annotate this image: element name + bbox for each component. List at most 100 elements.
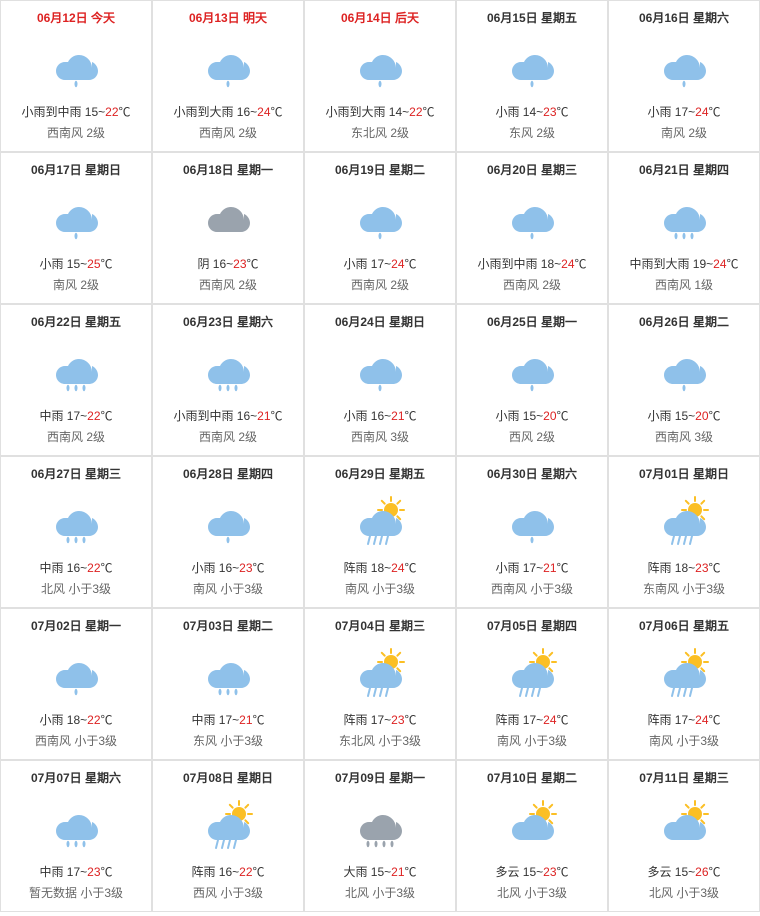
date: 06月28日	[183, 467, 234, 481]
temp-high: 24	[695, 105, 708, 119]
date: 06月13日	[189, 11, 240, 25]
weather-day-cell[interactable]: 06月12日 今天 小雨到中雨 15~22℃ 西南风 2级	[0, 0, 152, 152]
condition: 中雨	[39, 561, 63, 575]
date-header: 06月30日 星期六	[487, 465, 577, 482]
condition-temp: 小雨 15~20℃	[647, 407, 720, 424]
day-of-week: 星期四	[693, 163, 729, 177]
condition-temp: 阵雨 16~22℃	[191, 863, 264, 880]
temp-low: 15	[675, 865, 688, 879]
date: 07月07日	[31, 771, 82, 785]
date: 06月24日	[335, 315, 386, 329]
weather-day-cell[interactable]: 07月09日 星期一 大雨 15~21℃ 北风 小于3级	[304, 760, 456, 912]
weather-day-cell[interactable]: 06月30日 星期六 小雨 17~21℃ 西南风 小于3级	[456, 456, 608, 608]
weather-day-cell[interactable]: 07月01日 星期日 阵雨 18~23℃ 东南风 小于3级	[608, 456, 760, 608]
day-of-week: 星期日	[693, 467, 729, 481]
temp-high: 23	[543, 105, 556, 119]
condition-temp: 阵雨 18~23℃	[643, 559, 725, 576]
date-header: 07月08日 星期日	[183, 769, 273, 786]
weather-day-cell[interactable]: 07月08日 星期日 阵雨 16~22℃ 西风 小于3级	[152, 760, 304, 912]
temp-low: 17	[675, 105, 688, 119]
weather-day-cell[interactable]: 07月04日 星期三 阵雨 17~23℃ 东北风 小于3级	[304, 608, 456, 760]
temp-high: 24	[713, 257, 726, 271]
weather-day-cell[interactable]: 07月11日 星期三 多云 15~26℃ 北风 小于3级	[608, 760, 760, 912]
weather-day-cell[interactable]: 06月23日 星期六 小雨到中雨 16~21℃ 西南风 2级	[152, 304, 304, 456]
temp-high: 24	[391, 561, 404, 575]
day-of-week: 星期日	[237, 771, 273, 785]
temp-low: 16	[219, 561, 232, 575]
date: 07月09日	[335, 771, 386, 785]
weather-day-cell[interactable]: 06月21日 星期四 中雨到大雨 19~24℃ 西南风 1级	[608, 152, 760, 304]
date-header: 06月17日 星期日	[31, 161, 121, 178]
date-header: 06月20日 星期三	[487, 161, 577, 178]
weather-day-cell[interactable]: 06月13日 明天 小雨到大雨 16~24℃ 西南风 2级	[152, 0, 304, 152]
weather-day-cell[interactable]: 07月05日 星期四 阵雨 17~24℃ 南风 小于3级	[456, 608, 608, 760]
condition-temp: 小雨 14~23℃	[495, 103, 568, 120]
weather-icon	[355, 192, 405, 242]
condition-temp: 中雨 17~22℃	[39, 407, 112, 424]
temp-low: 19	[693, 257, 706, 271]
day-of-week: 星期六	[85, 771, 121, 785]
weather-day-cell[interactable]: 07月02日 星期一 小雨 18~22℃ 西南风 小于3级	[0, 608, 152, 760]
temp-low: 17	[67, 865, 80, 879]
day-of-week: 星期三	[541, 163, 577, 177]
date-header: 06月13日 明天	[189, 9, 267, 26]
weather-day-cell[interactable]: 06月17日 星期日 小雨 15~25℃ 南风 2级	[0, 152, 152, 304]
weather-icon	[203, 800, 253, 850]
date: 06月25日	[487, 315, 538, 329]
condition: 阵雨	[343, 713, 367, 727]
wind: 北风 小于3级	[343, 884, 416, 901]
wind: 东风 小于3级	[191, 732, 264, 749]
temp-high: 23	[543, 865, 556, 879]
day-of-week: 星期二	[541, 771, 577, 785]
day-of-week: 星期三	[693, 771, 729, 785]
weather-icon	[507, 800, 557, 850]
weather-icon	[659, 344, 709, 394]
weather-day-cell[interactable]: 06月26日 星期二 小雨 15~20℃ 西南风 3级	[608, 304, 760, 456]
condition-temp: 小雨 15~25℃	[39, 255, 112, 272]
weather-day-cell[interactable]: 06月22日 星期五 中雨 17~22℃ 西南风 2级	[0, 304, 152, 456]
temp-high: 23	[391, 713, 404, 727]
weather-day-cell[interactable]: 07月03日 星期二 中雨 17~21℃ 东风 小于3级	[152, 608, 304, 760]
weather-day-cell[interactable]: 06月28日 星期四 小雨 16~23℃ 南风 小于3级	[152, 456, 304, 608]
wind: 西南风 2级	[173, 124, 282, 141]
temp-high: 24	[695, 713, 708, 727]
weather-day-cell[interactable]: 07月10日 星期二 多云 15~23℃ 北风 小于3级	[456, 760, 608, 912]
wind: 西南风 3级	[647, 428, 720, 445]
weather-day-cell[interactable]: 06月20日 星期三 小雨到中雨 18~24℃ 西南风 2级	[456, 152, 608, 304]
weather-day-cell[interactable]: 07月06日 星期五 阵雨 17~24℃ 南风 小于3级	[608, 608, 760, 760]
temp-high: 24	[561, 257, 574, 271]
weather-icon	[203, 648, 253, 698]
temp-low: 15	[523, 865, 536, 879]
temp-low: 17	[219, 713, 232, 727]
temp-high: 23	[239, 561, 252, 575]
date: 07月04日	[335, 619, 386, 633]
weather-day-cell[interactable]: 06月19日 星期二 小雨 17~24℃ 西南风 2级	[304, 152, 456, 304]
weather-day-cell[interactable]: 06月15日 星期五 小雨 14~23℃ 东风 2级	[456, 0, 608, 152]
weather-day-cell[interactable]: 06月29日 星期五 阵雨 18~24℃ 南风 小于3级	[304, 456, 456, 608]
weather-icon	[51, 648, 101, 698]
temp-high: 22	[87, 561, 100, 575]
weather-day-cell[interactable]: 06月18日 星期一 阴 16~23℃ 西南风 2级	[152, 152, 304, 304]
weather-icon	[507, 40, 557, 90]
date-header: 06月26日 星期二	[639, 313, 729, 330]
date: 07月02日	[31, 619, 82, 633]
date: 06月18日	[183, 163, 234, 177]
temp-high: 21	[543, 561, 556, 575]
weather-day-cell[interactable]: 06月25日 星期一 小雨 15~20℃ 西风 2级	[456, 304, 608, 456]
condition-temp: 多云 15~23℃	[495, 863, 568, 880]
temp-low: 16	[67, 561, 80, 575]
weather-icon	[659, 800, 709, 850]
date-header: 07月05日 星期四	[487, 617, 577, 634]
date-header: 06月27日 星期三	[31, 465, 121, 482]
weather-day-cell[interactable]: 06月27日 星期三 中雨 16~22℃ 北风 小于3级	[0, 456, 152, 608]
date-header: 07月03日 星期二	[183, 617, 273, 634]
wind: 西南风 3级	[343, 428, 416, 445]
date: 07月06日	[639, 619, 690, 633]
condition-temp: 小雨 17~24℃	[343, 255, 416, 272]
weather-icon	[659, 192, 709, 242]
weather-day-cell[interactable]: 07月07日 星期六 中雨 17~23℃ 暂无数据 小于3级	[0, 760, 152, 912]
weather-day-cell[interactable]: 06月16日 星期六 小雨 17~24℃ 南风 2级	[608, 0, 760, 152]
weather-day-cell[interactable]: 06月24日 星期日 小雨 16~21℃ 西南风 3级	[304, 304, 456, 456]
wind: 东风 2级	[495, 124, 568, 141]
weather-day-cell[interactable]: 06月14日 后天 小雨到大雨 14~22℃ 东北风 2级	[304, 0, 456, 152]
